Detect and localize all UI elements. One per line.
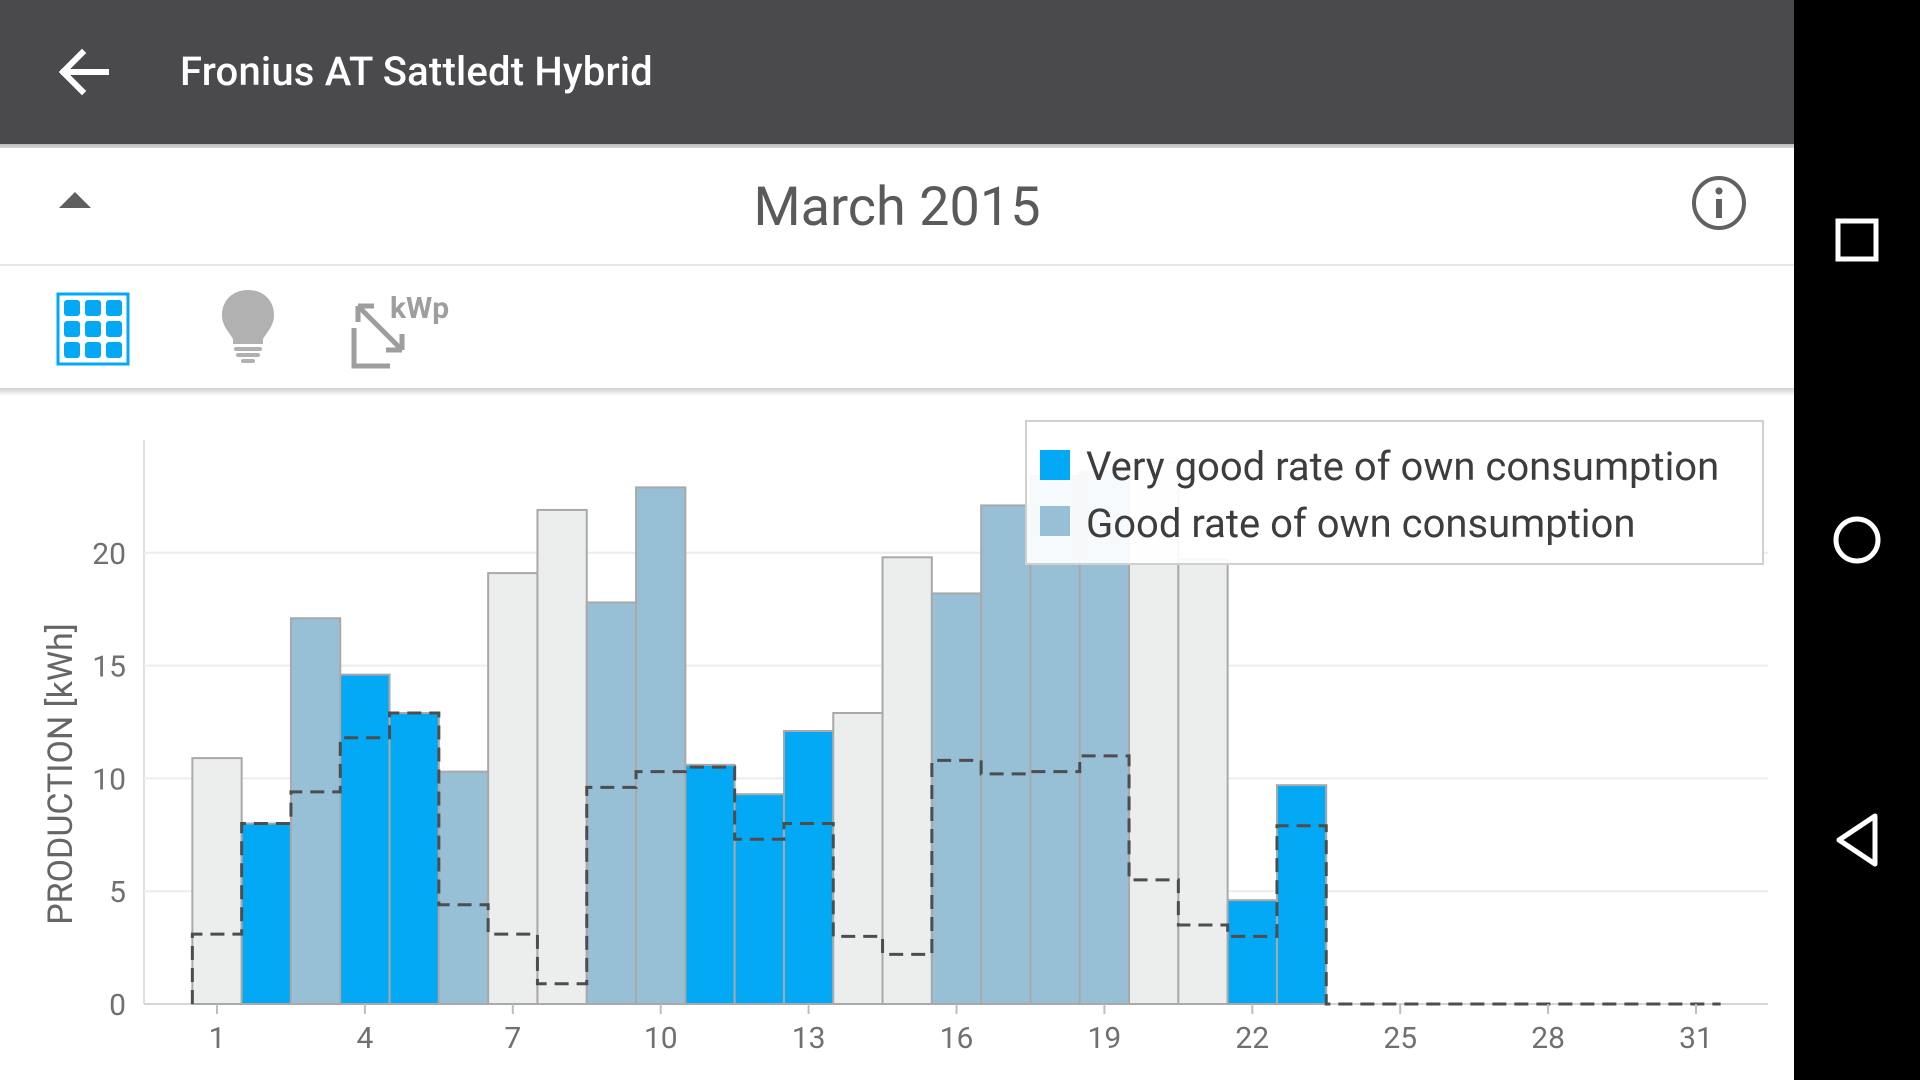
view-toolbar: kWp [0,266,1794,390]
bar-day-1 [191,757,243,1006]
app-title: Fronius AT Sattledt Hybrid [180,48,653,95]
app-bar: Fronius AT Sattledt Hybrid [0,0,1794,144]
kwp-label: kWp [390,291,449,326]
bar-day-4 [339,673,391,1006]
x-tick-label: 19 [1088,1021,1122,1056]
legend-swatch-good [1040,506,1070,536]
bar-day-22 [1226,899,1278,1005]
bar-day-2 [240,822,292,1006]
bar-day-21 [1177,558,1229,1005]
collapse-arrow-icon[interactable] [58,190,92,210]
x-tick-label: 13 [792,1021,826,1056]
x-axis-ticks: 1 4 7 10 13 16 19 22 25 28 31 [209,1004,1713,1056]
y-tick-label: 10 [92,762,126,797]
toolbar-shadow [0,388,1794,396]
x-tick-label: 4 [356,1021,373,1056]
chart-area: 0 5 10 15 20 1 4 7 10 13 16 19 22 25 28 31 PRODUCTION … [0,396,1794,1080]
y-tick-label: 20 [92,537,126,572]
bar-day-14 [832,711,884,1005]
y-axis-ticks: 0 5 10 15 20 [92,537,126,1023]
x-tick-label: 16 [940,1021,974,1056]
recent-apps-icon[interactable] [1827,210,1887,270]
back-triangle-icon[interactable] [1827,810,1887,870]
x-tick-label: 25 [1383,1021,1417,1056]
production-chart: 0 5 10 15 20 1 4 7 10 13 16 19 22 25 28 31 PRODUCTION … [41,420,1768,1056]
period-label[interactable]: March 2015 [753,176,1041,239]
bar-day-8 [536,508,588,1005]
system-nav-bar [1794,0,1920,1080]
own-consumption-line [190,711,1721,1006]
bar-day-11 [684,763,736,1006]
y-tick-label: 0 [109,988,126,1023]
legend-label-good: Good rate of own consumption [1086,500,1635,547]
x-tick-label: 28 [1531,1021,1565,1056]
bar-day-13 [782,730,835,1005]
legend: Very good rate of own consumption Good r… [1025,420,1764,565]
home-icon[interactable] [1827,510,1887,570]
bar-day-17 [980,504,1032,1005]
period-bar: March 2015 [0,148,1794,266]
kwp-scale-icon[interactable]: kWp [350,288,460,370]
bar-day-3 [289,617,342,1005]
info-icon[interactable] [1690,174,1748,232]
bar-day-15 [881,556,933,1005]
bar-day-5 [388,711,440,1005]
legend-label-very-good: Very good rate of own consumption [1086,443,1719,490]
bars [191,461,1328,1006]
bar-day-23 [1275,784,1328,1006]
bar-day-10 [635,486,687,1006]
bar-day-7 [487,572,539,1005]
legend-swatch-very-good [1040,450,1070,480]
solar-panel-icon[interactable] [56,292,130,366]
x-tick-label: 7 [504,1021,521,1056]
y-tick-label: 5 [109,875,126,910]
y-tick-label: 15 [92,650,126,685]
bar-day-12 [733,793,785,1006]
x-tick-label: 31 [1679,1021,1713,1056]
x-tick-label: 1 [209,1021,226,1056]
lightbulb-icon[interactable] [218,288,278,366]
x-tick-label: 10 [644,1021,678,1056]
bar-day-16 [930,592,983,1006]
back-arrow-icon[interactable] [52,40,116,104]
x-tick-label: 22 [1235,1021,1269,1056]
bar-day-6 [437,770,490,1006]
bar-day-9 [585,601,638,1005]
y-axis-label: PRODUCTION [kWh] [41,623,81,925]
